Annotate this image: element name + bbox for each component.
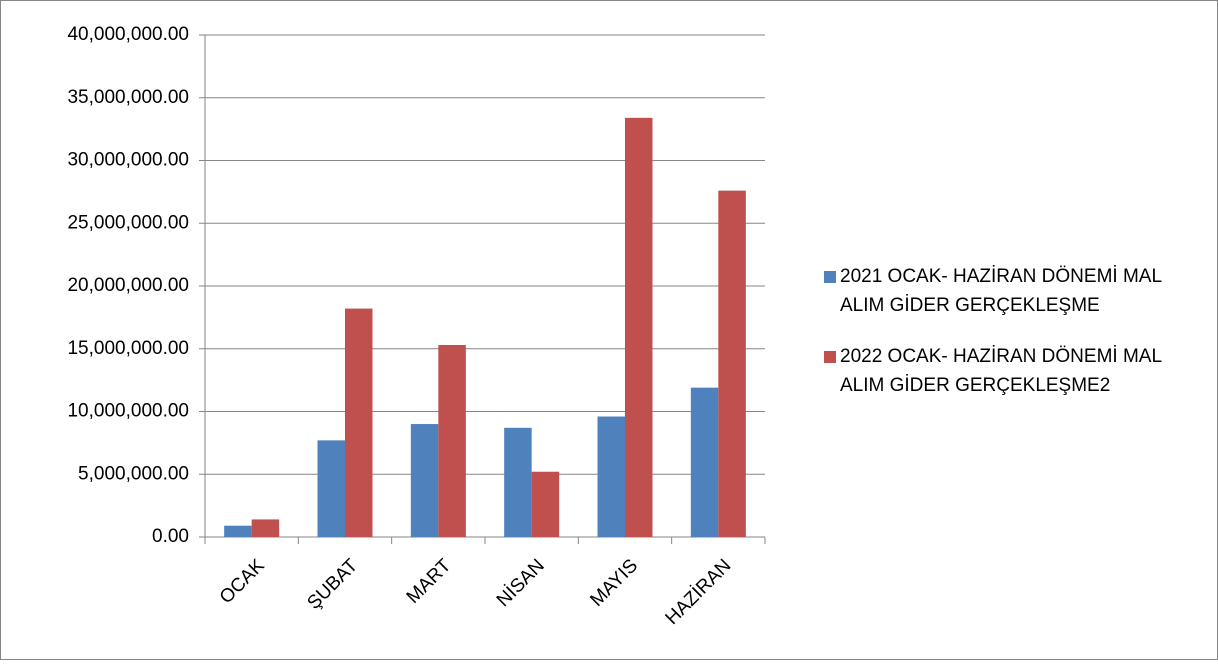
bar	[251, 519, 280, 537]
legend-swatch	[824, 351, 836, 363]
y-tick-label: 35,000,000.00	[67, 87, 189, 108]
legend-item: 2021 OCAK- HAZİRAN DÖNEMİ MAL ALIM GİDER…	[824, 262, 1184, 320]
x-tick-label: NİSAN	[493, 555, 549, 611]
x-tick-label: HAZİRAN	[662, 555, 736, 629]
bar	[504, 427, 532, 537]
y-tick-label: 20,000,000.00	[67, 275, 189, 296]
bar	[345, 308, 373, 537]
legend-label: 2022 OCAK- HAZİRAN DÖNEMİ MAL ALIM GİDER…	[840, 346, 1162, 396]
y-tick-label: 0.00	[152, 526, 189, 547]
bar	[438, 344, 466, 537]
bar	[690, 387, 719, 537]
bar	[625, 117, 653, 537]
y-tick-label: 40,000,000.00	[67, 24, 189, 45]
bar	[224, 525, 252, 537]
y-tick-label: 25,000,000.00	[67, 212, 189, 233]
y-tick-label: 15,000,000.00	[67, 338, 189, 359]
bar	[531, 471, 560, 537]
legend: 2021 OCAK- HAZİRAN DÖNEMİ MAL ALIM GİDER…	[824, 262, 1184, 422]
x-tick-label: ŞUBAT	[303, 555, 362, 614]
legend-item: 2022 OCAK- HAZİRAN DÖNEMİ MAL ALIM GİDER…	[824, 342, 1184, 400]
bar	[718, 190, 746, 537]
x-tick-label: OCAK	[216, 555, 269, 608]
bar	[597, 416, 625, 537]
y-tick-label: 30,000,000.00	[67, 150, 189, 171]
bar	[410, 424, 439, 537]
bar	[317, 440, 345, 537]
y-tick-label: 10,000,000.00	[67, 401, 189, 422]
x-tick-label: MAYIS	[586, 555, 642, 611]
x-tick-label: MART	[403, 555, 456, 608]
legend-swatch	[824, 271, 836, 283]
y-tick-label: 5,000,000.00	[78, 463, 189, 484]
legend-label: 2021 OCAK- HAZİRAN DÖNEMİ MAL ALIM GİDER…	[840, 266, 1162, 316]
